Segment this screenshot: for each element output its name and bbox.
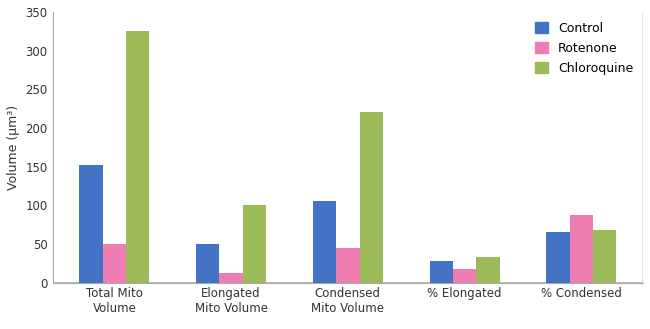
Bar [79, 165, 103, 283]
Bar [476, 257, 500, 283]
Polygon shape [643, 12, 650, 289]
Bar [546, 232, 569, 283]
Polygon shape [53, 283, 650, 289]
Bar [593, 230, 616, 283]
Bar [336, 248, 359, 283]
Bar [196, 244, 220, 283]
Bar [103, 244, 126, 283]
Bar [569, 215, 593, 283]
Bar [453, 269, 476, 283]
Bar [220, 273, 243, 283]
Bar [243, 205, 266, 283]
Bar [313, 201, 336, 283]
Bar [126, 31, 150, 283]
Y-axis label: Volume (μm³): Volume (μm³) [7, 105, 20, 190]
Legend: Control, Rotenone, Chloroquine: Control, Rotenone, Chloroquine [532, 18, 637, 78]
Bar [430, 261, 453, 283]
Bar [359, 113, 383, 283]
